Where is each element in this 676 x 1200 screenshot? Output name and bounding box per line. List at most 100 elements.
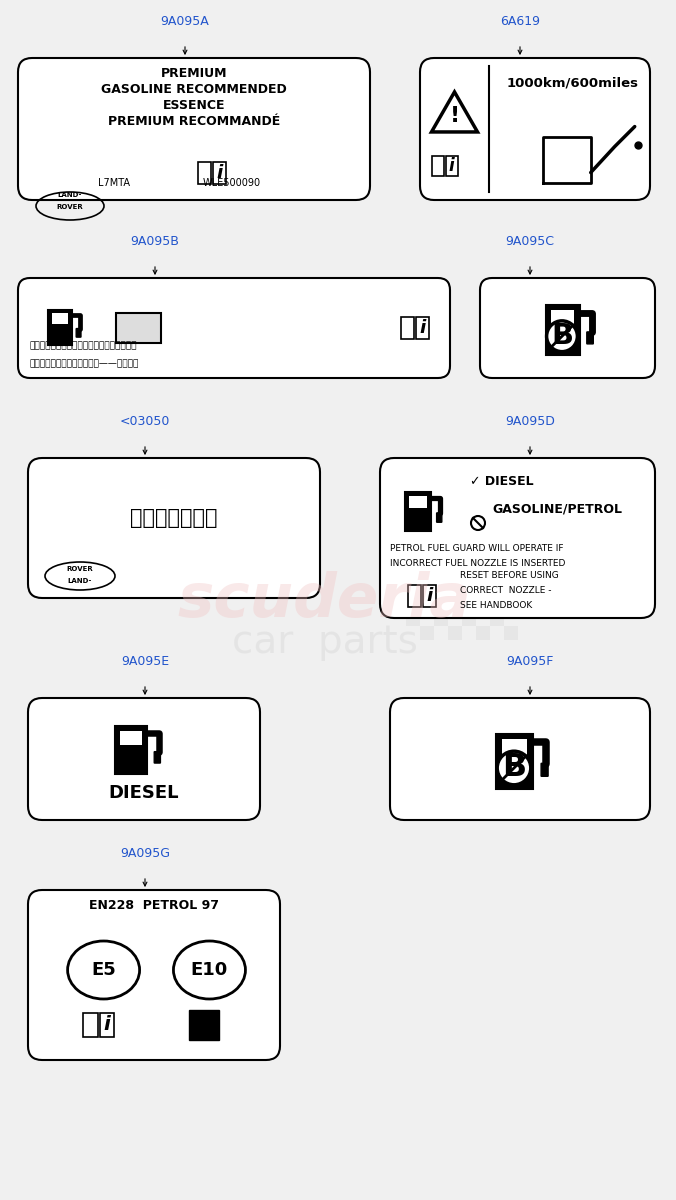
Text: B: B — [502, 752, 526, 784]
FancyBboxPatch shape — [433, 556, 448, 570]
FancyBboxPatch shape — [541, 763, 548, 776]
Text: PETROL FUEL GUARD WILL OPERATE IF: PETROL FUEL GUARD WILL OPERATE IF — [390, 544, 564, 553]
Text: 6A619: 6A619 — [500, 14, 540, 28]
FancyBboxPatch shape — [420, 598, 433, 612]
Text: SEE HANDBOOK: SEE HANDBOOK — [460, 601, 532, 610]
FancyBboxPatch shape — [504, 570, 518, 584]
Text: E10: E10 — [191, 961, 228, 979]
FancyBboxPatch shape — [433, 584, 448, 598]
FancyBboxPatch shape — [476, 570, 489, 584]
Text: car  parts: car parts — [232, 623, 417, 661]
Text: ROVER: ROVER — [57, 204, 83, 210]
FancyBboxPatch shape — [462, 528, 476, 542]
Text: LAND-: LAND- — [58, 192, 82, 198]
FancyBboxPatch shape — [551, 310, 574, 325]
Text: INCORRECT FUEL NOZZLE IS INSERTED: INCORRECT FUEL NOZZLE IS INSERTED — [390, 559, 565, 568]
Text: RESET BEFORE USING: RESET BEFORE USING — [460, 571, 559, 580]
FancyBboxPatch shape — [115, 726, 147, 774]
FancyBboxPatch shape — [420, 570, 433, 584]
Text: CORRECT  NOZZLE -: CORRECT NOZZLE - — [460, 586, 552, 595]
Text: i: i — [449, 157, 454, 175]
Text: 9A095B: 9A095B — [130, 235, 179, 248]
Text: LAND-: LAND- — [68, 578, 92, 584]
FancyBboxPatch shape — [18, 58, 370, 200]
Text: 9A095E: 9A095E — [121, 655, 169, 668]
FancyBboxPatch shape — [448, 542, 462, 556]
Text: B: B — [551, 323, 573, 350]
Text: 9A095G: 9A095G — [120, 847, 170, 860]
Text: !: ! — [450, 106, 460, 126]
FancyBboxPatch shape — [433, 528, 448, 542]
FancyBboxPatch shape — [448, 570, 462, 584]
Text: PREMIUM RECOMMANDÉ: PREMIUM RECOMMANDÉ — [108, 115, 280, 128]
FancyBboxPatch shape — [502, 739, 527, 756]
Text: 如插入不正确的油枪，燃油保护装置将会启动: 如插入不正确的油枪，燃油保护装置将会启动 — [30, 341, 137, 350]
FancyBboxPatch shape — [420, 58, 650, 200]
FancyBboxPatch shape — [462, 556, 476, 570]
Text: i: i — [420, 319, 426, 337]
Text: EN228  PETROL 97: EN228 PETROL 97 — [89, 899, 219, 912]
FancyBboxPatch shape — [51, 313, 68, 324]
Text: scuderia: scuderia — [178, 570, 471, 630]
Text: DIESEL: DIESEL — [109, 784, 179, 802]
Text: GASOLINE/PETROL: GASOLINE/PETROL — [492, 503, 622, 516]
FancyBboxPatch shape — [406, 556, 420, 570]
FancyBboxPatch shape — [120, 731, 142, 745]
FancyBboxPatch shape — [546, 305, 579, 355]
FancyBboxPatch shape — [76, 329, 81, 337]
FancyBboxPatch shape — [410, 496, 427, 508]
FancyBboxPatch shape — [406, 612, 420, 626]
FancyBboxPatch shape — [28, 698, 260, 820]
FancyBboxPatch shape — [489, 584, 504, 598]
FancyBboxPatch shape — [420, 542, 433, 556]
Text: L7MTA: L7MTA — [98, 178, 130, 188]
FancyBboxPatch shape — [504, 542, 518, 556]
Text: E5: E5 — [91, 961, 116, 979]
FancyBboxPatch shape — [504, 626, 518, 640]
Circle shape — [547, 320, 577, 352]
Text: 9A095A: 9A095A — [161, 14, 210, 28]
Text: PREMIUM: PREMIUM — [161, 67, 227, 80]
Text: 1000km/600miles: 1000km/600miles — [507, 77, 639, 90]
FancyBboxPatch shape — [28, 890, 280, 1060]
FancyBboxPatch shape — [587, 332, 594, 344]
FancyBboxPatch shape — [28, 458, 320, 598]
Text: 在使用正确油枪前要重新设置——参考手册: 在使用正确油枪前要重新设置——参考手册 — [30, 359, 139, 368]
Text: 9A095C: 9A095C — [506, 235, 554, 248]
FancyBboxPatch shape — [489, 528, 504, 542]
Text: i: i — [427, 587, 433, 605]
FancyBboxPatch shape — [189, 1010, 220, 1040]
Text: 9A095F: 9A095F — [506, 655, 554, 668]
FancyBboxPatch shape — [154, 751, 160, 763]
FancyBboxPatch shape — [420, 626, 433, 640]
Text: <03050: <03050 — [120, 415, 170, 428]
FancyBboxPatch shape — [476, 626, 489, 640]
FancyBboxPatch shape — [462, 612, 476, 626]
FancyBboxPatch shape — [405, 492, 431, 532]
FancyBboxPatch shape — [390, 698, 650, 820]
FancyBboxPatch shape — [18, 278, 450, 378]
FancyBboxPatch shape — [406, 528, 420, 542]
FancyBboxPatch shape — [448, 598, 462, 612]
FancyBboxPatch shape — [476, 598, 489, 612]
Text: ROVER: ROVER — [67, 566, 93, 572]
FancyBboxPatch shape — [448, 626, 462, 640]
FancyBboxPatch shape — [480, 278, 655, 378]
FancyBboxPatch shape — [489, 612, 504, 626]
Text: 9A095D: 9A095D — [505, 415, 555, 428]
FancyBboxPatch shape — [433, 612, 448, 626]
FancyBboxPatch shape — [476, 542, 489, 556]
Text: WLE500090: WLE500090 — [203, 178, 261, 188]
FancyBboxPatch shape — [462, 584, 476, 598]
Text: ESSENCE: ESSENCE — [163, 98, 225, 112]
Text: ✓ DIESEL: ✓ DIESEL — [470, 475, 533, 488]
FancyBboxPatch shape — [496, 734, 533, 788]
Text: i: i — [103, 1015, 110, 1034]
FancyBboxPatch shape — [47, 310, 72, 346]
Text: GASOLINE RECOMMENDED: GASOLINE RECOMMENDED — [101, 83, 287, 96]
Text: i: i — [216, 164, 222, 182]
Circle shape — [498, 751, 531, 785]
FancyBboxPatch shape — [437, 512, 442, 522]
FancyBboxPatch shape — [489, 556, 504, 570]
FancyBboxPatch shape — [406, 584, 420, 598]
